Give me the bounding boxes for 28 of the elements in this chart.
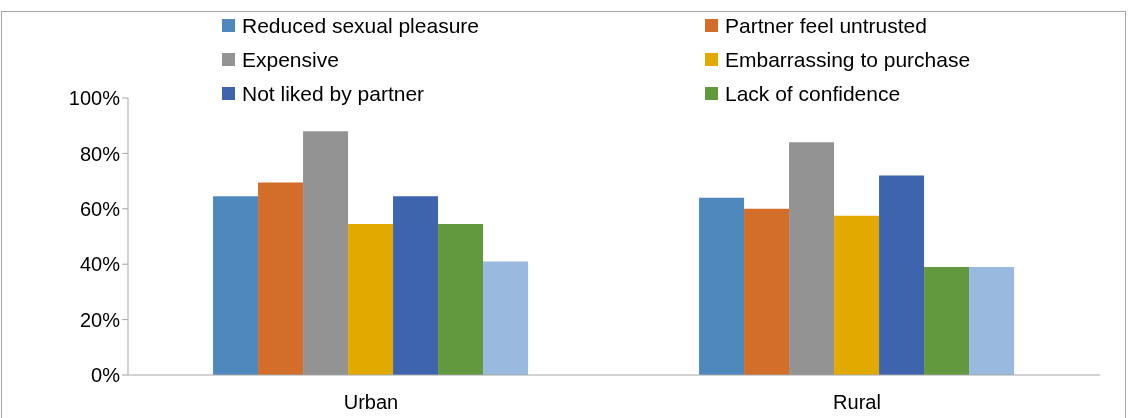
legend-label: Partner feel untrusted [725,13,927,38]
legend-label: Reduced sexual pleasure [242,13,479,38]
y-tick-label: 20% [79,308,121,331]
y-tick-label: 0% [91,364,121,387]
bar [303,131,349,375]
x-tick-label: Rural [833,391,881,414]
bar [483,261,529,375]
legend-label: Expensive [242,47,339,72]
bar [744,208,790,375]
bar [699,197,745,375]
y-tick-label: 100% [68,87,121,110]
bar [789,142,835,375]
bar [438,224,484,375]
legend-label: Not liked by partner [242,81,425,106]
legend-label: Embarrassing to purchase [725,47,971,72]
bar [879,175,925,375]
x-tick-label: Urban [343,391,399,414]
bar [969,266,1015,375]
bar [924,266,970,375]
bar [213,196,259,375]
y-tick-label: 60% [79,197,121,220]
legend-label: Lack of confidence [725,81,901,106]
bar [393,196,439,375]
y-tick-label: 40% [79,253,121,276]
y-tick-label: 80% [79,142,121,165]
bar [348,224,394,375]
bar [834,215,880,375]
bar [258,182,304,375]
